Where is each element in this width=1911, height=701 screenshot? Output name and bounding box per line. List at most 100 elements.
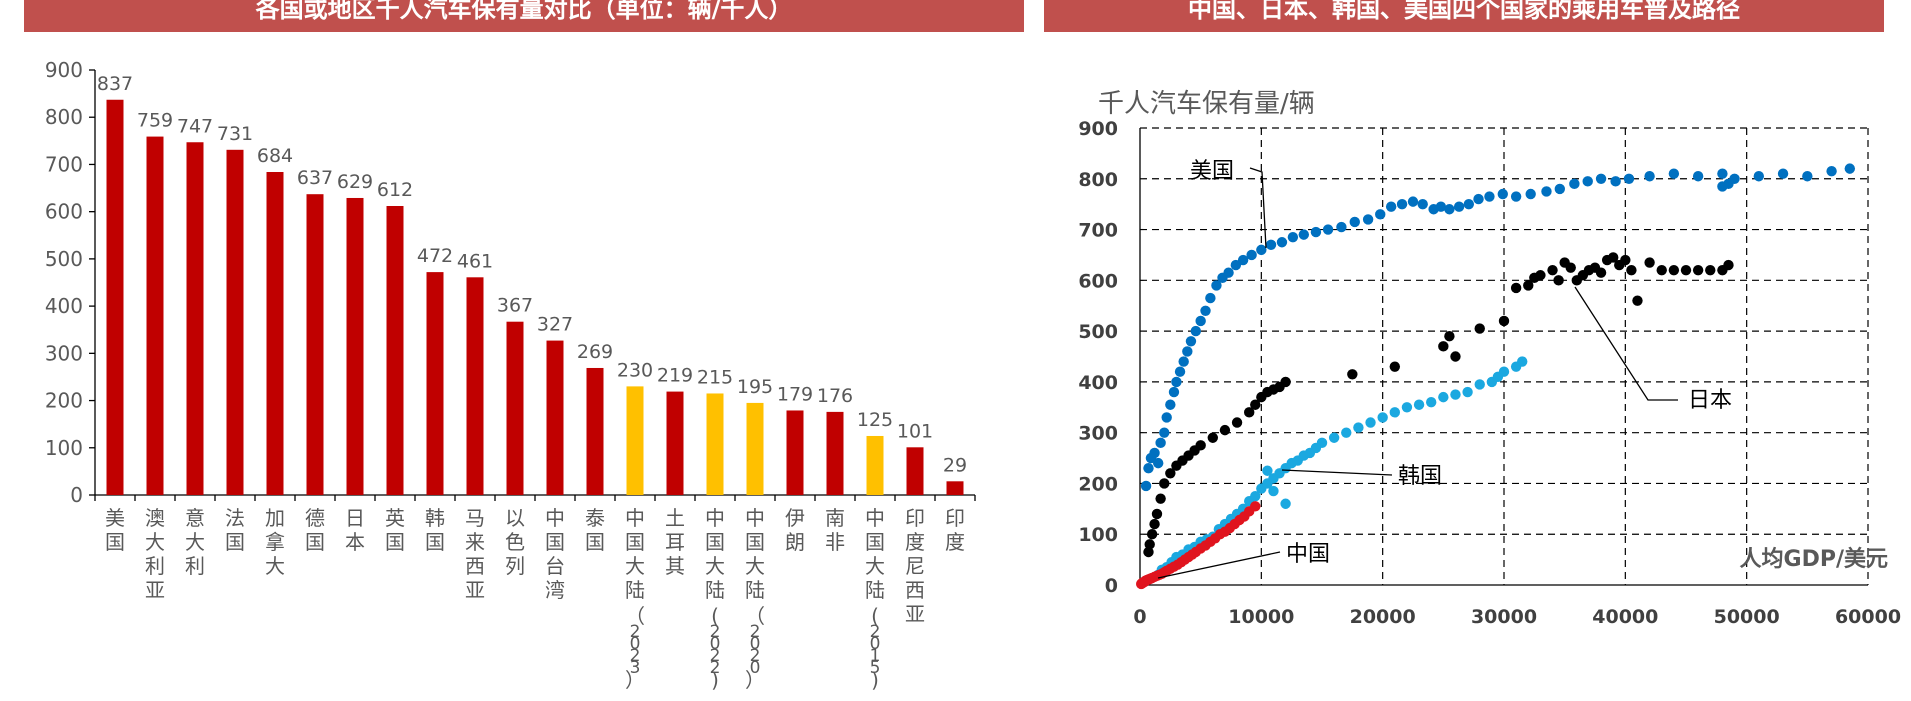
data-point [1250, 501, 1261, 512]
category-label-char: 大 [705, 554, 725, 578]
x-tick-label: 60000 [1835, 606, 1901, 628]
bar-value-label: 29 [943, 454, 967, 476]
category-label: 南非 [825, 506, 845, 554]
data-point [1353, 422, 1364, 433]
data-point [1190, 325, 1202, 337]
category-label-char: 度 [945, 530, 965, 554]
data-point [1155, 437, 1166, 449]
data-point [1595, 173, 1607, 184]
category-label-char: 西 [465, 554, 485, 578]
data-point [1644, 257, 1655, 268]
data-point [1826, 165, 1837, 177]
data-point [1149, 447, 1160, 459]
category-label: 韩国 [425, 506, 445, 554]
category-label-char: 国 [425, 530, 445, 554]
category-label: 马来西亚 [465, 506, 485, 602]
category-label-char: 中 [705, 506, 725, 530]
bar [746, 402, 764, 495]
category-label-char: 中 [625, 506, 645, 530]
data-point [1510, 191, 1522, 202]
y-tick-label: 300 [1078, 423, 1118, 445]
data-point [1178, 356, 1189, 367]
annotation-leader-line [1281, 469, 1393, 476]
category-label: 意大利 [185, 506, 205, 578]
category-label-char: （ [625, 604, 645, 628]
category-label: 伊朗 [785, 506, 805, 554]
category-label-char: 0 [750, 634, 761, 654]
data-point [1146, 529, 1158, 540]
category-label-char: 2 [630, 622, 641, 642]
data-point [1632, 295, 1643, 306]
category-label-char: 意 [185, 506, 205, 530]
data-point [1435, 201, 1447, 212]
category-label-char: 土 [665, 506, 685, 530]
data-point [1438, 341, 1449, 352]
category-label: 印度尼西亚 [905, 506, 925, 626]
bar [666, 391, 684, 495]
y-tick-label: 500 [1078, 321, 1118, 343]
bar-value-label: 637 [297, 167, 333, 189]
category-label: 中国大陆(2 0 1 5) [865, 506, 885, 692]
category-label-char: ( [711, 604, 719, 628]
y-tick-label: 100 [45, 436, 83, 460]
category-label-char: 其 [665, 554, 685, 578]
category-label: 加拿大 [265, 506, 285, 578]
category-label-char: 大 [145, 530, 165, 554]
data-point [1195, 440, 1206, 451]
category-label-char: 马 [465, 506, 485, 530]
bar [826, 411, 844, 495]
annotation-leader-line [1574, 286, 1678, 401]
right-chart-title: 中国、日本、韩国、美国四个国家的乘用车普及路径 [1044, 0, 1884, 32]
category-label-char: 国 [705, 530, 725, 554]
data-point [1280, 376, 1291, 388]
series-日本 [1143, 252, 1734, 558]
y-tick-label: 600 [1078, 270, 1118, 292]
bar [586, 367, 604, 495]
category-label-char: 国 [105, 530, 125, 554]
category-label-char: 美 [105, 506, 125, 530]
data-point [1230, 259, 1242, 271]
bar [866, 435, 884, 495]
data-point [1692, 264, 1704, 276]
bar [106, 99, 124, 495]
category-label-char: 2 [710, 622, 721, 642]
category-label-char: 朗 [785, 530, 805, 554]
annotation-label: 中国 [1286, 542, 1330, 567]
bar-value-label: 629 [337, 171, 373, 193]
category-label-char: 国 [225, 530, 245, 554]
data-point [1777, 168, 1789, 179]
data-point [1207, 432, 1219, 443]
bar [306, 194, 324, 495]
bar [506, 321, 524, 495]
data-point [1168, 386, 1180, 398]
bar [346, 197, 364, 495]
category-label-char: 中 [545, 506, 565, 530]
y-tick-label: 800 [1078, 169, 1118, 191]
bar-value-label: 461 [457, 250, 493, 272]
data-point [1473, 193, 1484, 205]
data-point [1276, 237, 1288, 248]
data-point [1498, 366, 1510, 377]
data-point [1498, 315, 1510, 327]
data-point [1171, 376, 1182, 388]
data-point [1341, 427, 1352, 438]
y-axis-title: 千人汽车保有量/辆 [1098, 89, 1315, 119]
data-point [1510, 282, 1522, 294]
category-label-char: 加 [265, 506, 285, 530]
category-label-char: 伊 [785, 506, 805, 530]
category-label: 中国大陆（ 2 0 2 3） [625, 506, 645, 692]
data-point [1316, 437, 1328, 449]
data-point [1438, 391, 1449, 403]
category-label-char: 大 [745, 554, 765, 578]
bar-value-label: 179 [777, 383, 813, 405]
bar-value-label: 327 [537, 314, 573, 336]
data-point [1140, 480, 1152, 492]
data-point [1844, 163, 1856, 174]
data-point [1143, 546, 1154, 558]
annotation-label: 日本 [1688, 388, 1732, 413]
data-point [1668, 264, 1680, 276]
category-label-char: 耳 [665, 530, 685, 554]
data-point [1256, 244, 1267, 256]
series-美国 [1140, 163, 1856, 492]
